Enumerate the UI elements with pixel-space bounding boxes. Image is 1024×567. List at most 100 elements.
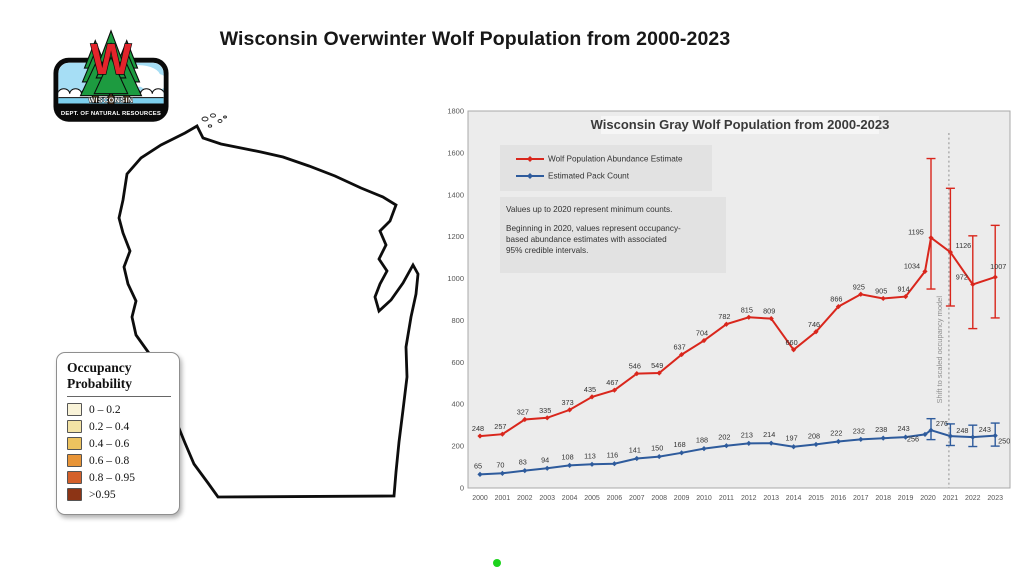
- wi-dnr-logo: W WISCONSIN DEPT. OF NATURAL RESOURCES: [53, 29, 169, 122]
- error-bar: [926, 157, 936, 290]
- svg-text:400: 400: [451, 400, 464, 409]
- svg-text:257: 257: [494, 422, 506, 431]
- svg-text:1126: 1126: [956, 241, 972, 250]
- svg-text:1007: 1007: [990, 262, 1006, 271]
- svg-text:222: 222: [830, 429, 842, 438]
- svg-text:2021: 2021: [943, 495, 959, 502]
- svg-text:2014: 2014: [786, 495, 802, 502]
- svg-text:243: 243: [898, 424, 910, 433]
- svg-text:2012: 2012: [741, 495, 757, 502]
- chart-notes: Values up to 2020 represent minimum coun…: [500, 197, 726, 273]
- data-point: [567, 407, 573, 413]
- svg-text:972: 972: [956, 272, 968, 281]
- svg-text:1200: 1200: [447, 232, 464, 241]
- svg-text:914: 914: [898, 285, 910, 294]
- data-point: [746, 440, 752, 446]
- legend-swatch: [67, 437, 82, 451]
- data-point: [858, 436, 864, 443]
- data-point: [477, 433, 483, 439]
- data-point: [746, 314, 752, 320]
- svg-text:94: 94: [541, 455, 549, 464]
- svg-text:746: 746: [808, 320, 820, 329]
- legend-swatch: [67, 403, 82, 417]
- svg-text:197: 197: [786, 434, 798, 443]
- data-point: [813, 329, 819, 335]
- svg-text:2005: 2005: [584, 495, 600, 502]
- svg-text:782: 782: [718, 312, 730, 321]
- svg-text:70: 70: [496, 460, 504, 469]
- legend-swatch: [67, 471, 82, 485]
- data-point: [477, 471, 483, 477]
- data-point: [522, 468, 528, 474]
- data-point: [544, 415, 550, 421]
- svg-text:202: 202: [718, 433, 730, 442]
- svg-text:2004: 2004: [562, 495, 578, 502]
- data-point: [567, 462, 573, 468]
- data-point: [835, 304, 841, 310]
- apostle-islands: [201, 113, 227, 128]
- svg-text:200: 200: [451, 442, 464, 451]
- chart-title: Wisconsin Gray Wolf Population from 2000…: [591, 117, 890, 132]
- logo-trees: [79, 29, 143, 106]
- svg-text:704: 704: [696, 329, 708, 338]
- data-point: [589, 461, 595, 467]
- data-point: [947, 249, 953, 255]
- svg-text:335: 335: [539, 406, 551, 415]
- series-packs: 65 70 83 94 108 113 116 141 150 168 188 202 213 214 19…: [474, 417, 1010, 477]
- logo-w-letter: W: [91, 36, 132, 84]
- svg-text:113: 113: [584, 451, 596, 460]
- svg-text:2001: 2001: [495, 495, 511, 502]
- slide-title: Wisconsin Overwinter Wolf Population fro…: [219, 28, 731, 50]
- map-legend: Occupancy Probability 0 – 0.2 0.2 – 0.4 …: [56, 352, 180, 516]
- legend-item: 0.2 – 0.4: [67, 420, 171, 434]
- data-point: [813, 441, 819, 448]
- svg-text:248: 248: [956, 426, 968, 435]
- svg-text:65: 65: [474, 461, 482, 470]
- pointer-dot: [493, 559, 501, 567]
- svg-text:549: 549: [651, 361, 663, 370]
- data-point: [791, 347, 797, 353]
- svg-text:815: 815: [741, 305, 753, 314]
- svg-text:2023: 2023: [987, 495, 1003, 502]
- svg-text:83: 83: [519, 458, 527, 467]
- svg-text:905: 905: [875, 286, 887, 295]
- svg-text:2020: 2020: [920, 495, 936, 502]
- legend-item: >0.95: [67, 488, 171, 502]
- legend-swatch: [67, 454, 82, 468]
- svg-text:232: 232: [853, 426, 865, 435]
- svg-text:2009: 2009: [674, 495, 690, 502]
- svg-text:2002: 2002: [517, 495, 533, 502]
- svg-text:Wisconsin Gray Wolf Population: Wisconsin Gray Wolf Population from 2000…: [591, 117, 890, 132]
- error-bar: [945, 187, 955, 307]
- svg-text:1400: 1400: [447, 190, 464, 199]
- data-point: [679, 450, 685, 456]
- legend-swatch: [67, 420, 82, 434]
- svg-text:1600: 1600: [447, 148, 464, 157]
- svg-text:435: 435: [584, 385, 596, 394]
- data-point: [701, 337, 707, 344]
- data-point: [723, 321, 729, 327]
- svg-text:2022: 2022: [965, 495, 981, 502]
- svg-text:150: 150: [651, 444, 663, 453]
- svg-text:2008: 2008: [651, 495, 667, 502]
- data-point: [992, 433, 998, 439]
- chart-title-backing: [601, 116, 879, 134]
- svg-text:2013: 2013: [763, 495, 779, 502]
- data-point: [922, 268, 928, 275]
- occupancy-map: [117, 113, 420, 499]
- legend-item: 0.6 – 0.8: [67, 454, 171, 468]
- logo-dept-name: DEPT. OF NATURAL RESOURCES: [61, 111, 161, 117]
- svg-text:866: 866: [830, 295, 842, 304]
- svg-text:95% credible intervals.: 95% credible intervals.: [506, 246, 588, 255]
- data-point: [880, 435, 886, 441]
- legend-item: 0 – 0.2: [67, 403, 171, 417]
- data-point: [903, 293, 909, 300]
- map-legend-title: Occupancy Probability: [67, 360, 171, 398]
- svg-text:2019: 2019: [898, 495, 914, 502]
- data-point: [947, 433, 953, 439]
- y-axis-labels: 0 200 400 600 800 1000 1200 1400 1600 1800: [447, 107, 464, 493]
- data-point: [835, 438, 841, 445]
- data-point: [701, 446, 707, 452]
